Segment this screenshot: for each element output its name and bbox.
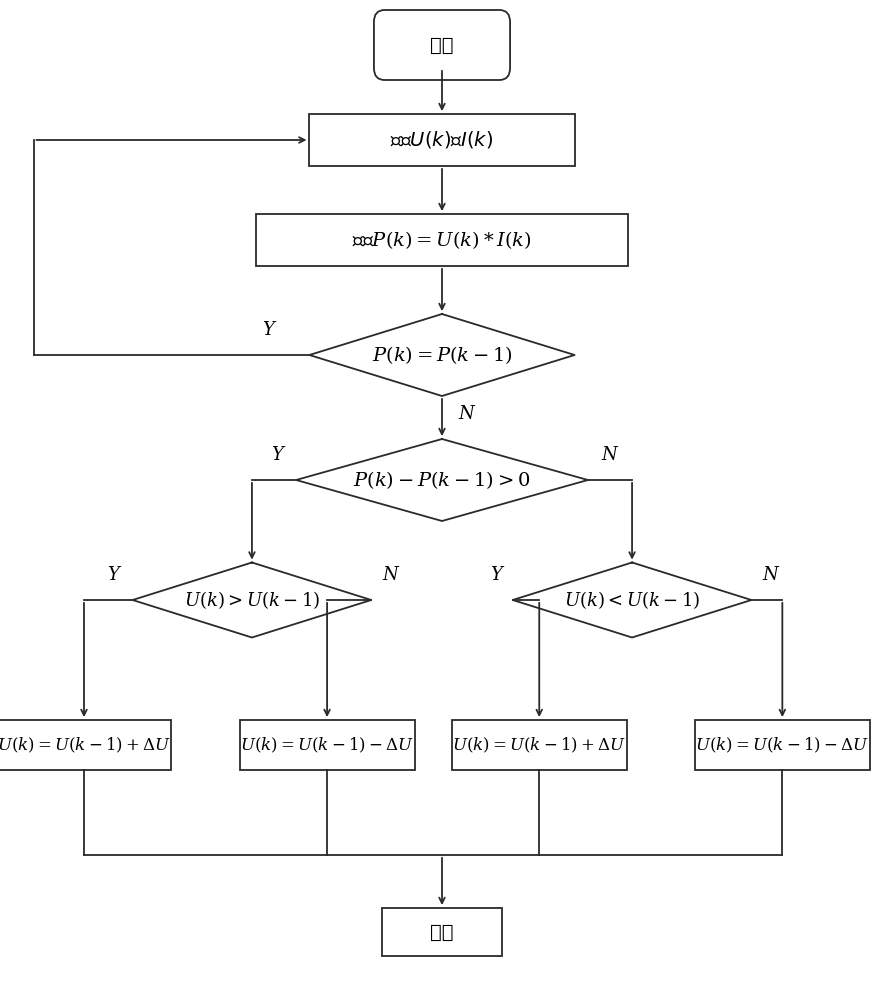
Bar xyxy=(382,908,502,956)
Bar xyxy=(0,720,171,770)
Bar xyxy=(695,720,870,770)
FancyBboxPatch shape xyxy=(374,10,510,80)
Text: 计算$P(k)=U(k)*I(k)$: 计算$P(k)=U(k)*I(k)$ xyxy=(352,229,532,251)
Polygon shape xyxy=(513,562,751,638)
Bar xyxy=(452,720,627,770)
Text: $P(k)=P(k-1)$: $P(k)=P(k-1)$ xyxy=(371,344,513,366)
Text: Y: Y xyxy=(108,566,119,584)
Bar xyxy=(309,114,575,166)
Text: Y: Y xyxy=(263,321,274,339)
Text: Y: Y xyxy=(491,566,502,584)
Text: $U(k)=U(k-1)+\Delta U$: $U(k)=U(k-1)+\Delta U$ xyxy=(0,735,171,755)
Text: 开始: 开始 xyxy=(431,35,453,54)
Text: N: N xyxy=(601,446,617,464)
Text: 返回: 返回 xyxy=(431,922,453,942)
Text: $U(k)=U(k-1)-\Delta U$: $U(k)=U(k-1)-\Delta U$ xyxy=(240,735,414,755)
Text: $U(k)<U(k-1)$: $U(k)<U(k-1)$ xyxy=(564,589,700,611)
Text: N: N xyxy=(458,405,474,423)
Polygon shape xyxy=(296,439,588,521)
Polygon shape xyxy=(133,562,371,638)
Text: Y: Y xyxy=(271,446,283,464)
Bar xyxy=(240,720,415,770)
Text: N: N xyxy=(762,566,778,584)
Text: 采样$U(k)$、$I(k)$: 采样$U(k)$、$I(k)$ xyxy=(391,129,493,150)
Text: $U(k)=U(k-1)+\Delta U$: $U(k)=U(k-1)+\Delta U$ xyxy=(453,735,626,755)
Text: N: N xyxy=(382,566,398,584)
Text: $U(k)=U(k-1)-\Delta U$: $U(k)=U(k-1)-\Delta U$ xyxy=(696,735,869,755)
Text: $U(k)>U(k-1)$: $U(k)>U(k-1)$ xyxy=(184,589,320,611)
Polygon shape xyxy=(309,314,575,396)
Bar xyxy=(256,214,628,266)
Text: $P(k)-P(k-1)>0$: $P(k)-P(k-1)>0$ xyxy=(354,469,530,491)
